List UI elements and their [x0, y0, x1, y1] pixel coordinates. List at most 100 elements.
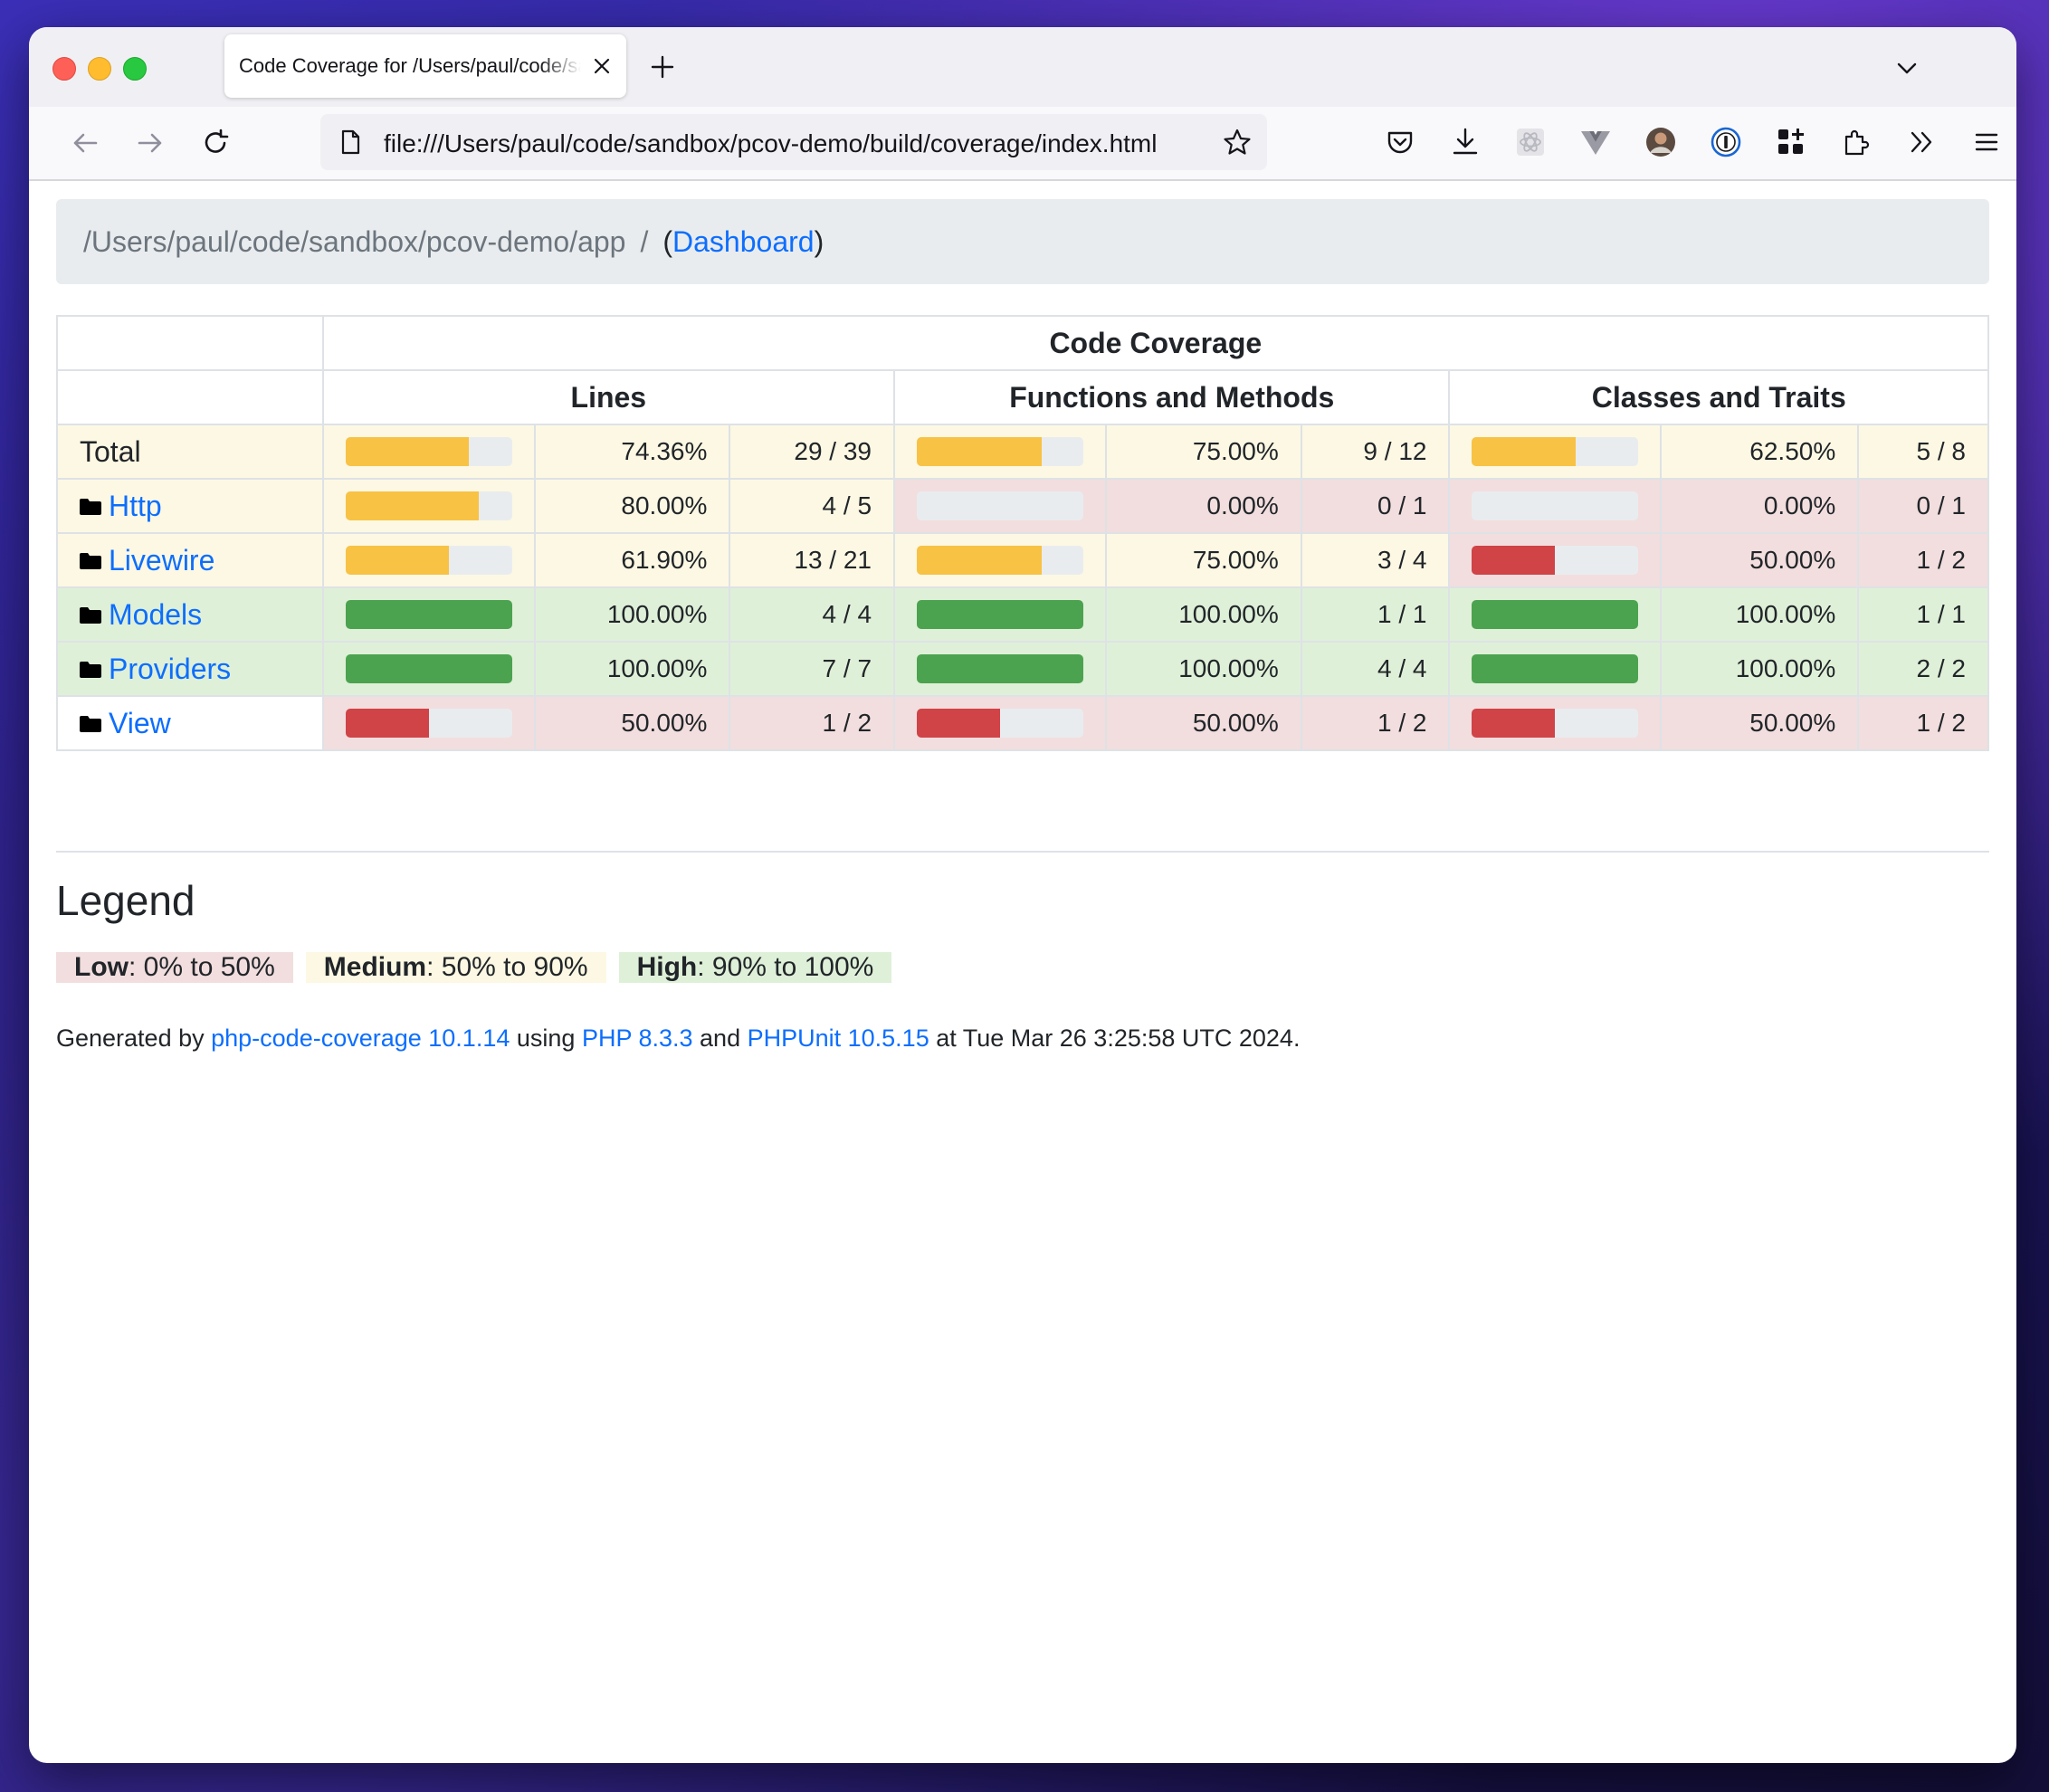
lines-bar-cell — [321, 586, 536, 643]
tab-title: Code Coverage for /Users/paul/code/sandb… — [239, 54, 581, 77]
url-text[interactable]: file:///Users/paul/code/sandbox/pcov-dem… — [384, 129, 1158, 157]
functions-percent: 0.00% — [1105, 478, 1302, 534]
progress-bar — [345, 654, 512, 683]
coverage-table: Code Coverage Lines Functions and Method… — [56, 315, 1990, 751]
reload-icon[interactable] — [199, 127, 232, 159]
php-code-coverage-link[interactable]: php-code-coverage 10.1.14 — [211, 1025, 510, 1052]
functions-ratio: 1 / 2 — [1300, 695, 1451, 751]
folder-link[interactable]: View — [109, 706, 171, 739]
folder-link[interactable]: Livewire — [109, 543, 215, 577]
bookmark-star-icon[interactable] — [1222, 127, 1253, 157]
react-devtools-icon[interactable] — [1513, 125, 1548, 159]
legend-medium-range: : 50% to 90% — [426, 952, 588, 982]
progress-bar — [1472, 491, 1639, 520]
minimize-window-button[interactable] — [88, 57, 111, 81]
pocket-icon[interactable] — [1383, 125, 1417, 159]
browser-tab[interactable]: Code Coverage for /Users/paul/code/sandb… — [224, 34, 626, 98]
download-icon[interactable] — [1448, 125, 1482, 159]
legend-medium-label: Medium — [323, 952, 427, 982]
close-tab-icon[interactable] — [590, 54, 614, 78]
legend-low-range: : 0% to 50% — [129, 952, 275, 982]
avatar-icon[interactable] — [1644, 125, 1678, 159]
lines-ratio: 7 / 7 — [729, 641, 896, 697]
lines-header: Lines — [321, 369, 896, 425]
legend: Low: 0% to 50% Medium: 50% to 90% High: … — [56, 952, 892, 983]
progress-bar — [917, 654, 1084, 683]
progress-bar-fill — [917, 654, 1084, 683]
back-arrow-icon[interactable] — [69, 127, 101, 159]
close-window-button[interactable] — [52, 57, 76, 81]
classes-bar-cell — [1448, 586, 1663, 643]
footer-suffix: at Tue Mar 26 3:25:58 UTC 2024. — [929, 1025, 1301, 1052]
code-coverage-header: Code Coverage — [321, 315, 1990, 371]
forward-arrow-icon[interactable] — [134, 127, 167, 159]
lines-ratio: 13 / 21 — [729, 532, 896, 588]
php-link[interactable]: PHP 8.3.3 — [581, 1025, 693, 1052]
extension-grid-icon[interactable] — [1774, 125, 1808, 159]
progress-bar-fill — [1472, 654, 1639, 683]
table-row: Models 100.00% 4 / 4 100.00% 1 / 1 100.00% 1 /… — [56, 586, 1989, 643]
zoom-window-button[interactable] — [123, 57, 147, 81]
chevron-down-icon[interactable] — [1893, 54, 1920, 81]
classes-bar-cell — [1448, 478, 1663, 534]
lines-bar-cell — [321, 641, 536, 697]
classes-ratio: 1 / 2 — [1857, 532, 1989, 588]
progress-bar — [1472, 709, 1639, 738]
vue-devtools-icon[interactable] — [1578, 125, 1613, 159]
extensions-puzzle-icon[interactable] — [1839, 125, 1873, 159]
row-name-cell: Models — [56, 586, 324, 643]
phpunit-link[interactable]: PHPUnit 10.5.15 — [747, 1025, 929, 1052]
dashboard-link[interactable]: Dashboard — [672, 224, 815, 258]
functions-ratio: 4 / 4 — [1300, 641, 1451, 697]
footer: Generated by php-code-coverage 10.1.14 u… — [56, 1025, 1300, 1053]
classes-bar-cell — [1448, 641, 1663, 697]
classes-percent: 0.00% — [1660, 478, 1860, 534]
breadcrumb-separator: / — [640, 224, 649, 258]
folder-link[interactable]: Providers — [109, 652, 232, 685]
progress-bar-fill — [1472, 437, 1577, 466]
breadcrumb: /Users/paul/code/sandbox/pcov-demo/app /… — [56, 199, 1989, 284]
folder-icon — [80, 715, 101, 732]
progress-bar-fill — [1472, 546, 1556, 575]
functions-bar-cell — [893, 695, 1108, 751]
progress-bar-fill — [1472, 709, 1556, 738]
address-bar[interactable]: file:///Users/paul/code/sandbox/pcov-dem… — [320, 114, 1267, 170]
folder-icon — [80, 498, 101, 515]
folder-link[interactable]: Http — [109, 489, 162, 522]
folder-icon — [80, 661, 101, 678]
new-tab-icon[interactable] — [648, 52, 677, 81]
tab-strip: Code Coverage for /Users/paul/code/sandb… — [29, 27, 2016, 107]
breadcrumb-open-paren: ( — [662, 224, 673, 258]
table-row: Providers 100.00% 7 / 7 100.00% 4 / 4 100.00%… — [56, 641, 1989, 697]
classes-header: Classes and Traits — [1448, 369, 1989, 425]
breadcrumb-path: /Users/paul/code/sandbox/pcov-demo/app — [83, 224, 626, 258]
row-name-cell: Livewire — [56, 532, 324, 588]
classes-bar-cell — [1448, 424, 1663, 480]
lines-percent: 100.00% — [533, 641, 731, 697]
footer-prefix: Generated by — [56, 1025, 212, 1052]
functions-bar-cell — [893, 424, 1108, 480]
page-content: /Users/paul/code/sandbox/pcov-demo/app /… — [56, 199, 1990, 1052]
progress-bar-fill — [1472, 600, 1639, 629]
lines-percent: 61.90% — [533, 532, 731, 588]
overflow-chevrons-icon[interactable] — [1904, 125, 1939, 159]
progress-bar — [345, 600, 512, 629]
classes-bar-cell — [1448, 695, 1663, 751]
table-row: Total 74.36% 29 / 39 75.00% 9 / 12 62.50% 5 / … — [56, 424, 1989, 480]
header-empty-cell — [56, 315, 324, 371]
functions-ratio: 1 / 1 — [1300, 586, 1451, 643]
lines-bar-cell — [321, 532, 536, 588]
functions-ratio: 9 / 12 — [1300, 424, 1451, 480]
functions-header: Functions and Methods — [893, 369, 1451, 425]
progress-bar — [917, 546, 1084, 575]
classes-ratio: 5 / 8 — [1857, 424, 1989, 480]
legend-low: Low: 0% to 50% — [56, 952, 293, 983]
folder-link[interactable]: Models — [109, 597, 203, 631]
table-row: Livewire 61.90% 13 / 21 75.00% 3 / 4 50.00% 1 … — [56, 532, 1989, 588]
password-manager-icon[interactable] — [1709, 125, 1743, 159]
row-name-cell: Providers — [56, 641, 324, 697]
hamburger-menu-icon[interactable] — [1969, 125, 2004, 159]
table-row: Http 80.00% 4 / 5 0.00% 0 / 1 0.00% 0 / 1 — [56, 478, 1989, 534]
progress-bar — [345, 546, 512, 575]
row-name-cell: Http — [56, 478, 324, 534]
